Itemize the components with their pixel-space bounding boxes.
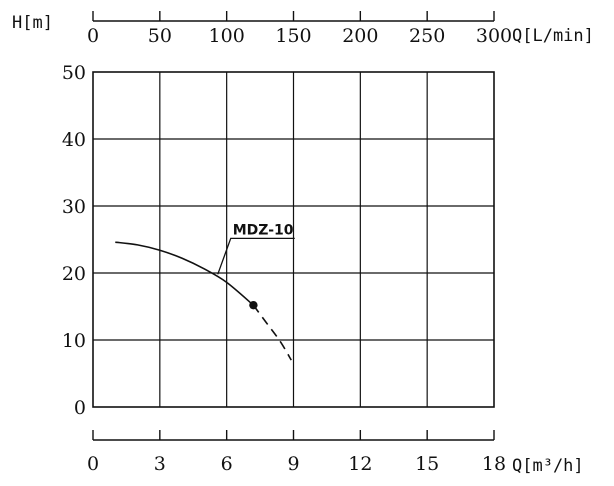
secondary-x-tick-label: 300 — [476, 25, 512, 47]
secondary-x-tick-label: 0 — [87, 25, 99, 47]
series-label: MDZ-10 — [233, 222, 294, 238]
plot-grid — [92, 71, 495, 408]
secondary-x-axis-label: Q[L/min] — [512, 26, 594, 46]
y-tick-label: 30 — [62, 196, 86, 218]
secondary-x-tick-label: 100 — [209, 25, 245, 47]
y-tick-label: 40 — [62, 129, 86, 151]
x-tick-label: 15 — [415, 453, 439, 475]
series-label-leader — [217, 237, 295, 275]
y-axis-label: H[m] — [12, 13, 53, 33]
x-tick-label: 3 — [154, 453, 166, 475]
x-tick-label: 18 — [482, 453, 506, 475]
secondary-x-axis: 0 50 100 150 200 250 300 — [87, 11, 512, 47]
x-tick-label: 12 — [348, 453, 372, 475]
secondary-x-tick-label: 150 — [275, 25, 311, 47]
x-axis-label: Q[m³/h] — [512, 456, 584, 476]
y-axis: 0 10 20 30 40 50 — [62, 62, 86, 419]
x-tick-label: 6 — [221, 453, 233, 475]
y-tick-label: 20 — [62, 263, 86, 285]
secondary-x-tick-label: 50 — [148, 25, 172, 47]
secondary-x-tick-label: 250 — [409, 25, 445, 47]
performance-curve-solid — [115, 241, 254, 306]
y-tick-label: 10 — [62, 330, 86, 352]
primary-x-axis: 0 3 6 9 12 15 18 — [87, 430, 506, 475]
performance-curve-dashed — [252, 304, 292, 361]
y-tick-label: 50 — [62, 62, 86, 84]
operating-point-marker — [249, 300, 258, 310]
x-tick-label: 0 — [87, 453, 99, 475]
x-tick-label: 9 — [287, 453, 299, 475]
secondary-x-tick-label: 200 — [342, 25, 378, 47]
y-tick-label: 0 — [74, 397, 86, 419]
series-layer: MDZ-10 — [115, 222, 295, 361]
